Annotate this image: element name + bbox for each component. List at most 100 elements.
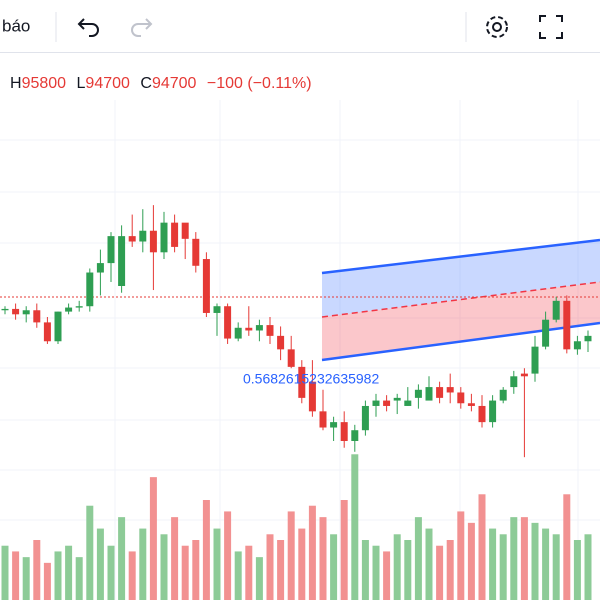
volume-bar [139, 528, 147, 600]
candle-body [277, 335, 285, 350]
candle-body [446, 387, 454, 393]
volume-bar [75, 557, 83, 600]
volume-bar [149, 477, 157, 600]
volume-bar [478, 494, 486, 600]
volume-bar [245, 545, 253, 600]
legend-value: 94700 [85, 75, 130, 92]
candle-body [118, 236, 126, 286]
volume-bar [160, 534, 168, 600]
candle-body [393, 397, 401, 401]
volume-bar [489, 528, 497, 600]
volume-bar [393, 534, 401, 600]
redo-button[interactable] [131, 18, 153, 37]
candle-body [213, 306, 221, 313]
volume-bar [404, 540, 412, 600]
volume-bar [118, 517, 126, 600]
candle-body [340, 422, 348, 441]
legend-label: C [140, 75, 152, 92]
candle-body [425, 387, 433, 401]
candle-body [75, 306, 83, 308]
candle-body [149, 230, 157, 253]
candles-layer [1, 205, 592, 458]
candle-body [351, 430, 359, 441]
settings-button[interactable] [486, 16, 508, 38]
candle-body [414, 389, 422, 398]
volume-bar [361, 540, 369, 600]
candle-body [520, 373, 528, 377]
candle-body [181, 222, 189, 239]
volume-bar [425, 528, 433, 600]
fullscreen-button[interactable] [539, 15, 563, 39]
legend-label: H [10, 75, 22, 92]
candle-body [361, 405, 369, 431]
volume-bar [584, 534, 592, 600]
volume-bar [43, 562, 51, 600]
volume-bar [96, 528, 104, 600]
volume-bar [22, 557, 30, 600]
candle-body [489, 400, 497, 423]
volume-bar [171, 517, 179, 600]
legend-label: L [77, 75, 86, 92]
candle-body [234, 327, 242, 339]
volume-bar [372, 545, 380, 600]
volume-bar [234, 551, 242, 600]
volume-bar [446, 540, 454, 600]
regression-channel[interactable] [321, 238, 600, 362]
candle-body [202, 259, 210, 313]
candle-body [22, 310, 30, 315]
volume-bar [573, 540, 581, 600]
candle-body [404, 400, 412, 406]
volume-bar [54, 551, 62, 600]
candle-body [499, 389, 507, 401]
volume-bar [330, 534, 338, 600]
candle-body [330, 422, 338, 428]
candle-body [266, 325, 274, 336]
candle-body [160, 222, 168, 253]
volume-bar [255, 557, 263, 600]
volume-bar [457, 511, 465, 600]
volume-bar [224, 511, 232, 600]
volume-bar [499, 534, 507, 600]
candle-body [467, 403, 475, 406]
candle-body [43, 322, 51, 342]
volume-bar [563, 494, 571, 600]
candle-body [65, 307, 73, 312]
volume-bar [414, 517, 422, 600]
candle-body [245, 327, 253, 331]
candle-body [192, 238, 200, 266]
candle-body [584, 335, 592, 342]
volume-bar [213, 528, 221, 600]
volume-bar [266, 534, 274, 600]
volume-bar [531, 522, 539, 600]
volume-bar [181, 545, 189, 600]
candle-body [171, 222, 179, 247]
volume-bar [277, 540, 285, 600]
ohlc-legend: H95800 L94700 C94700 −100 (−0.11%) [10, 75, 312, 92]
volume-bar [340, 500, 348, 600]
candle-body [54, 311, 62, 342]
candle-body [224, 306, 232, 339]
alert-button[interactable]: báo [2, 16, 30, 35]
candle-body [457, 392, 465, 404]
volume-bar [33, 540, 41, 600]
candle-body [531, 346, 539, 374]
volume-bar [467, 522, 475, 600]
legend-value: 94700 [152, 75, 197, 92]
volume-bar [319, 517, 327, 600]
volume-bar [520, 517, 528, 600]
volume-bar [298, 528, 306, 600]
volume-bar [436, 545, 444, 600]
candle-body [308, 381, 316, 412]
volume-bar [383, 551, 391, 600]
volume-bar [287, 511, 295, 600]
candle-body [563, 300, 571, 350]
volume-bar [542, 528, 550, 600]
volume-layer [1, 454, 592, 600]
volume-bar [202, 500, 210, 600]
volume-bar [65, 545, 73, 600]
legend-value: 95800 [22, 75, 67, 92]
volume-bar [308, 505, 316, 600]
undo-button[interactable] [77, 18, 99, 37]
candle-body [1, 308, 9, 311]
